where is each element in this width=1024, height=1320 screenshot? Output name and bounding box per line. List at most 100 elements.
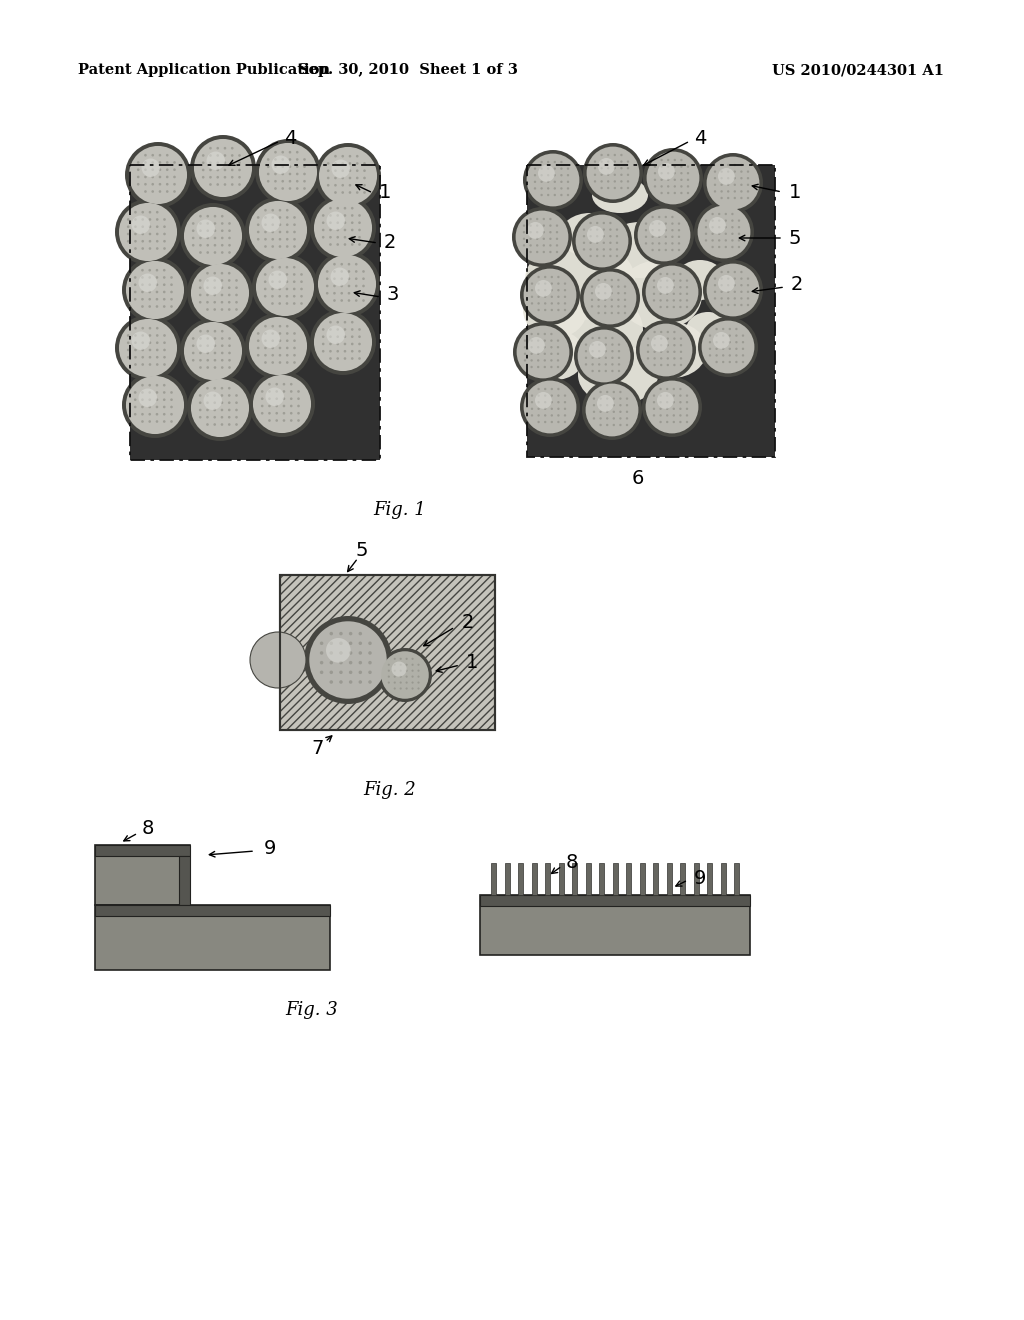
Circle shape [282,150,284,153]
Circle shape [351,329,353,331]
Circle shape [740,183,742,186]
Circle shape [617,305,620,308]
Circle shape [585,343,587,346]
Circle shape [709,216,726,234]
Circle shape [349,680,352,684]
Circle shape [190,135,256,201]
Text: 9: 9 [264,838,276,858]
Circle shape [406,669,408,672]
Circle shape [686,293,688,294]
Circle shape [351,207,353,210]
Circle shape [349,642,352,645]
Circle shape [611,350,613,352]
Circle shape [660,178,663,181]
Circle shape [293,347,296,350]
Circle shape [322,329,325,331]
Circle shape [617,350,621,352]
Circle shape [733,190,736,193]
Circle shape [355,300,357,302]
Circle shape [718,168,735,185]
Circle shape [199,244,202,247]
Circle shape [657,392,674,409]
Circle shape [613,181,616,182]
Circle shape [738,239,740,242]
Circle shape [665,248,667,251]
Circle shape [228,236,230,239]
Circle shape [356,169,358,172]
Circle shape [199,409,202,412]
Circle shape [141,413,143,416]
Circle shape [134,363,137,366]
Circle shape [170,298,173,301]
Circle shape [597,312,600,314]
Circle shape [267,173,269,176]
Circle shape [658,215,660,218]
Circle shape [584,272,636,325]
Circle shape [231,176,233,178]
Circle shape [666,414,669,417]
Circle shape [191,345,195,347]
Circle shape [557,359,559,362]
Circle shape [351,350,353,352]
Circle shape [187,375,253,441]
Circle shape [538,388,540,391]
Circle shape [418,664,420,665]
Circle shape [640,323,692,376]
Circle shape [329,214,332,216]
Circle shape [344,207,346,210]
Circle shape [714,284,716,286]
Circle shape [148,342,152,345]
Circle shape [610,292,613,294]
Circle shape [156,226,159,228]
Circle shape [156,334,159,337]
Circle shape [624,292,627,294]
Circle shape [687,191,689,194]
Circle shape [666,395,669,397]
Circle shape [604,363,607,366]
Circle shape [344,228,346,231]
Circle shape [547,161,550,164]
Circle shape [358,214,360,216]
Circle shape [551,282,553,285]
Circle shape [236,395,238,397]
Circle shape [115,315,181,381]
Circle shape [598,337,600,339]
Circle shape [209,183,212,186]
Ellipse shape [578,345,658,405]
Circle shape [340,277,343,280]
Circle shape [199,293,202,296]
Circle shape [296,180,299,182]
Circle shape [279,325,282,327]
Circle shape [659,286,662,288]
Circle shape [393,664,396,665]
Circle shape [358,632,362,635]
Circle shape [609,242,611,244]
Circle shape [541,181,543,183]
Circle shape [721,290,723,293]
Bar [527,165,775,457]
Circle shape [163,334,166,337]
Circle shape [671,242,674,244]
Circle shape [721,284,723,286]
Circle shape [530,401,534,404]
Circle shape [279,339,282,342]
Circle shape [286,333,289,335]
Circle shape [653,165,656,168]
Circle shape [530,352,532,355]
Circle shape [615,248,618,251]
Circle shape [191,236,195,239]
Circle shape [651,215,653,218]
Circle shape [166,154,169,157]
Circle shape [530,408,534,411]
Circle shape [339,651,343,655]
Circle shape [746,183,750,186]
Circle shape [293,333,296,335]
Circle shape [148,211,152,214]
Circle shape [163,269,166,272]
Circle shape [199,251,202,253]
Circle shape [544,395,547,397]
Circle shape [541,174,543,177]
Circle shape [191,359,195,362]
Circle shape [286,209,289,211]
Circle shape [274,165,276,168]
